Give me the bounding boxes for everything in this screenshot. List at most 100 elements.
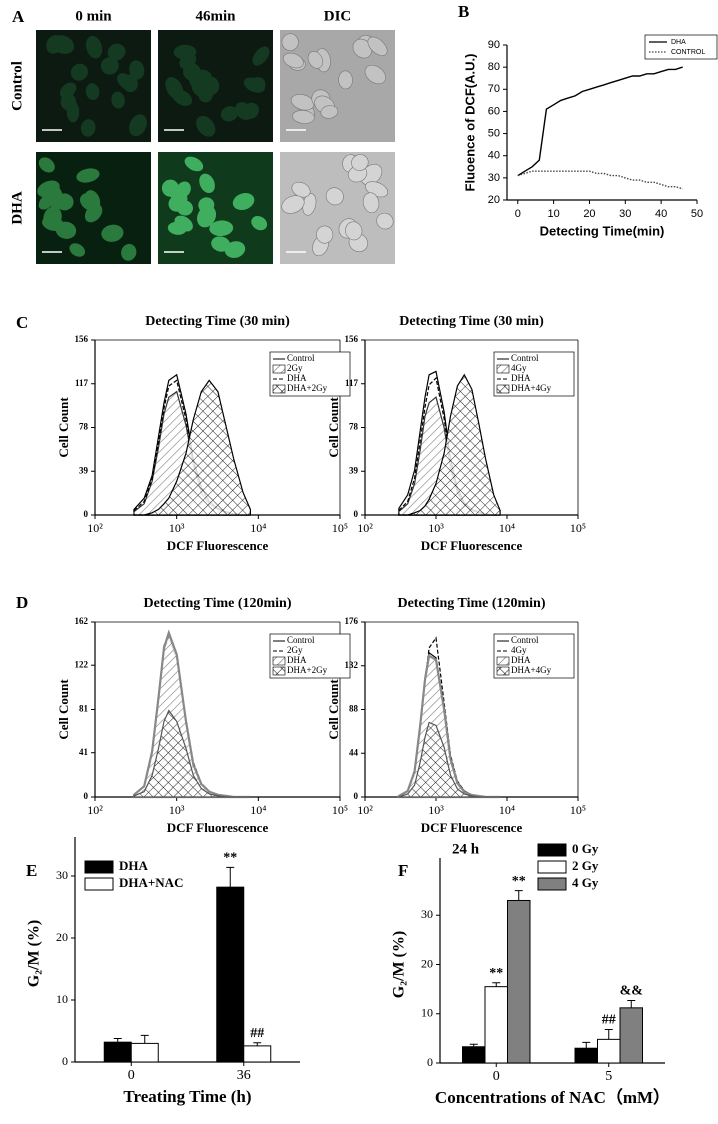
y-tick-label: 10: [56, 992, 68, 1006]
x-tick-label: 40: [655, 208, 667, 220]
y-tick-label: 44: [349, 747, 359, 757]
y-tick-label: 132: [345, 660, 359, 670]
x-axis-label: Detecting Time(min): [540, 223, 665, 238]
cell: [121, 243, 137, 261]
cell: [251, 215, 268, 231]
chart: 0 41 81 122 162 10² 10³ 10⁴ 10⁵ DCF Fluorescence C…: [56, 596, 351, 835]
y-axis-label: Cell Count: [56, 679, 71, 740]
cell: [168, 195, 186, 212]
x-tick-label: 10²: [357, 803, 373, 817]
legend-swatch: [496, 656, 510, 666]
cell: [362, 192, 380, 214]
legend-label: 4Gy: [511, 363, 527, 373]
legend-swatch: [272, 364, 286, 374]
legend-box: [644, 34, 718, 60]
y-tick-label: 0: [354, 509, 359, 519]
x-tick-label: 10³: [428, 803, 444, 817]
cell: [199, 173, 215, 194]
cell: [376, 212, 394, 230]
cell: [173, 44, 197, 60]
chart: 0 44 88 132 176 10² 10³ 10⁴ 10⁵ DCF Fluorescence C…: [326, 596, 586, 835]
cell: [59, 82, 77, 99]
cell: [46, 35, 63, 54]
cell: [325, 187, 344, 206]
cell: [220, 106, 239, 122]
annotation: ##: [602, 1013, 616, 1028]
cell: [38, 157, 55, 173]
x-tick-label: 50: [691, 208, 703, 220]
legend-label: DHA+2Gy: [287, 665, 328, 675]
legend-label: DHA: [287, 655, 307, 665]
column-header: DIC: [324, 8, 352, 24]
y-tick-label: 81: [79, 704, 89, 714]
x-axis-label: DCF Fluorescence: [421, 538, 523, 553]
cell: [198, 197, 215, 213]
x-tick-label: 0: [128, 1068, 135, 1083]
y-tick-label: 0: [84, 791, 89, 801]
error-bar: [514, 890, 523, 901]
legend-label: CONTROL: [671, 49, 705, 56]
x-tick-label: 10⁴: [499, 803, 515, 817]
error-bar: [253, 1042, 262, 1046]
cell: [172, 89, 193, 106]
error-bar: [469, 1043, 478, 1047]
y-tick-label: 0: [62, 1054, 68, 1068]
cell: [69, 243, 86, 257]
legend-label: DHA+4Gy: [511, 383, 552, 393]
y-tick-label: 10: [421, 1006, 433, 1020]
cell: [100, 57, 119, 75]
cell: [107, 43, 126, 61]
y-tick-label: 90: [488, 39, 500, 51]
chart-title: Detecting Time (120min): [143, 596, 291, 611]
panel-label: F: [398, 861, 408, 880]
y-tick-label: 39: [349, 465, 359, 475]
cell: [249, 77, 266, 92]
x-tick-label: 10³: [169, 521, 185, 535]
legend-swatch: [537, 843, 567, 857]
cell: [117, 73, 135, 90]
chart: 0 10 20 30 Concentrations of NAC（mM） G₂/M (%)…: [391, 841, 670, 1107]
legend-label: DHA: [671, 39, 686, 46]
series-line: [517, 66, 683, 177]
x-tick-label: 10⁴: [250, 521, 266, 535]
cell: [85, 35, 103, 59]
bar: [507, 899, 531, 1064]
legend-label: Control: [511, 635, 539, 645]
y-tick-label: 117: [345, 378, 359, 388]
y-tick-label: 122: [75, 659, 89, 669]
chart-subtitle: 24 h: [452, 841, 480, 857]
y-tick-label: 39: [79, 465, 89, 475]
x-axis-label: DCF Fluorescence: [167, 820, 269, 835]
x-tick-label: 30: [619, 208, 631, 220]
legend-label: 4Gy: [511, 645, 527, 655]
panel-label: E: [26, 861, 37, 880]
cell: [209, 220, 234, 237]
cell: [85, 83, 100, 101]
bar: [597, 1038, 621, 1064]
cell: [80, 119, 96, 137]
cell: [235, 102, 253, 120]
cell: [364, 64, 386, 85]
y-tick-label: 30: [56, 868, 68, 882]
error-bar: [627, 999, 636, 1008]
chart: 20 30 40 50 60 70 80 90 0 10 20 30 40 50 Detecting Tim…: [462, 34, 718, 238]
annotation: ##: [250, 1026, 264, 1041]
x-tick-label: 10⁵: [332, 803, 348, 817]
x-tick-label: 0: [515, 208, 521, 220]
cell: [290, 94, 315, 111]
x-axis-label: DCF Fluorescence: [421, 820, 523, 835]
cell: [307, 51, 324, 69]
cell: [183, 63, 201, 81]
y-axis-label: G₂/M (%): [26, 920, 43, 987]
legend-label: DHA: [287, 373, 307, 383]
y-tick-label: 78: [349, 422, 359, 432]
y-axis-label: Cell Count: [56, 397, 71, 458]
legend-swatch: [272, 666, 286, 676]
cell: [232, 192, 255, 211]
y-tick-label: 20: [421, 956, 433, 970]
legend-swatch: [272, 656, 286, 666]
cell: [111, 91, 125, 109]
x-tick-label: 20: [583, 208, 595, 220]
legend-label: DHA: [511, 655, 531, 665]
